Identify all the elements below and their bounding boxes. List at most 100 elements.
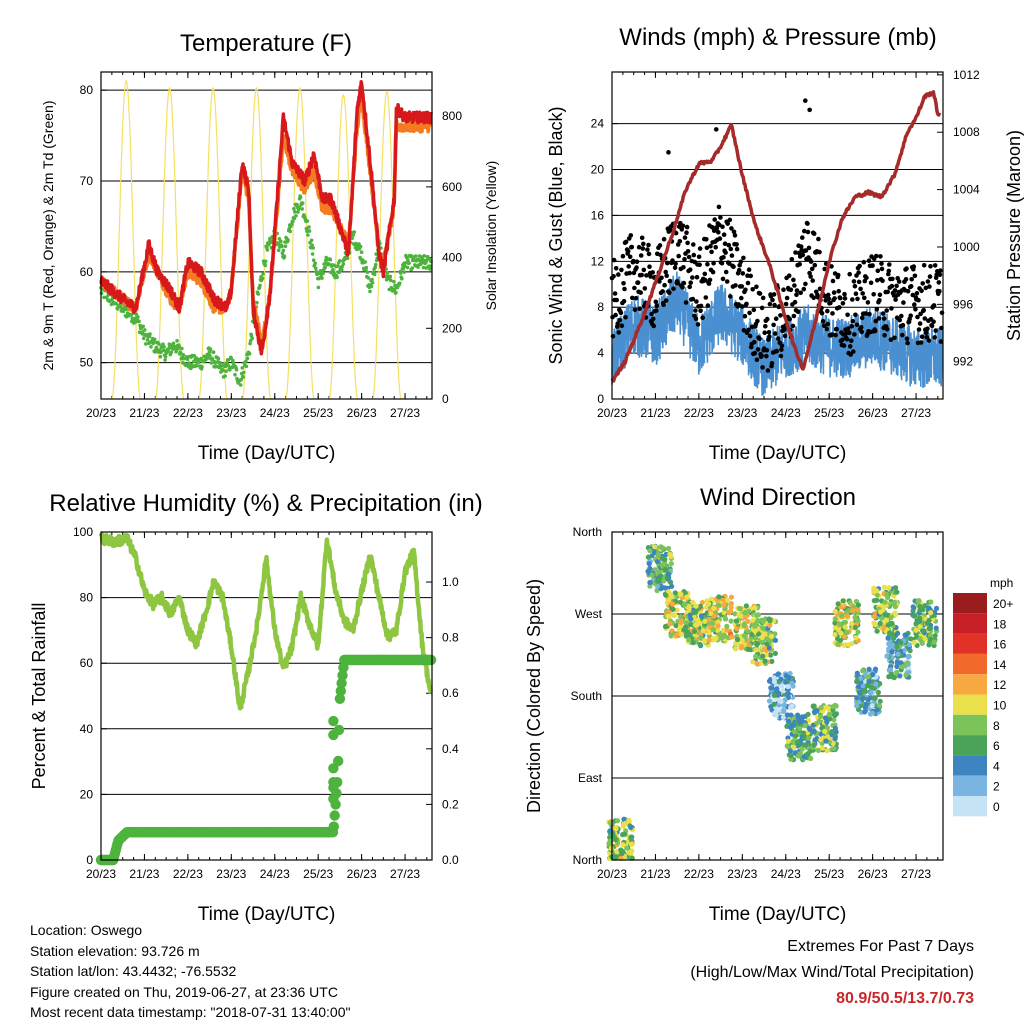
direction-point (652, 544, 658, 550)
dewpoint-point (363, 260, 368, 264)
gust-point (896, 279, 902, 284)
gust-point (726, 242, 732, 248)
direction-point (832, 616, 839, 622)
gust-point (675, 280, 680, 286)
gust-point (713, 244, 718, 250)
direction-point (753, 635, 759, 641)
direction-point (768, 633, 775, 639)
gust-point (819, 311, 825, 316)
dewpoint-point (402, 270, 407, 274)
direction-point (670, 601, 676, 607)
direction-point (779, 683, 785, 689)
x-tick-label: 24/23 (771, 867, 801, 881)
dewpoint-point (219, 364, 224, 368)
gust-point (856, 270, 861, 275)
gust-point (842, 291, 847, 297)
direction-point (764, 641, 770, 647)
dewpoint-point (163, 355, 168, 359)
y2-tick-label: 400 (442, 251, 462, 265)
precip-point (425, 654, 437, 666)
y-tick-label: 20 (591, 163, 605, 177)
gust-point (683, 300, 689, 305)
direction-point (889, 631, 895, 637)
gust-point (632, 285, 637, 291)
legend-swatch (953, 653, 987, 675)
direction-point (788, 756, 794, 762)
gust-point (859, 329, 864, 335)
direction-point (889, 620, 895, 627)
wind-trace (611, 271, 943, 396)
dewpoint-point (368, 289, 372, 294)
gust-point (734, 246, 740, 252)
direction-point (647, 583, 653, 589)
gust-point (641, 267, 647, 273)
direction-point (788, 704, 794, 711)
dewpoint-point (307, 225, 311, 229)
gust-point (770, 297, 775, 303)
speed-legend: mph 20+ 18 16 14 12 10 8 6 4 2 0 (953, 576, 1013, 817)
direction-point (721, 602, 727, 608)
direction-point (709, 596, 715, 602)
direction-point (854, 703, 860, 709)
legend-label: 0 (993, 800, 1000, 814)
gust-point (934, 272, 939, 278)
gust-point (759, 353, 764, 358)
gust-point (766, 330, 772, 335)
dewpoint-point (350, 236, 355, 241)
direction-point (676, 626, 682, 632)
gust-point (613, 266, 619, 271)
x-tick-label: 20/23 (597, 406, 627, 420)
gust-point (787, 316, 792, 322)
direction-point (933, 605, 940, 612)
gust-point (698, 308, 703, 314)
direction-point (728, 604, 734, 610)
direction-point (869, 703, 875, 709)
gust-point (854, 322, 860, 328)
x-tick-label: 24/23 (260, 406, 290, 420)
direction-point (785, 738, 791, 744)
direction-point (854, 695, 860, 701)
direction-point (912, 613, 918, 619)
direction-point (753, 653, 759, 659)
dewpoint-point (208, 353, 212, 358)
dewpoint-point (394, 291, 398, 295)
direction-point (613, 825, 619, 832)
direction-point (771, 701, 777, 707)
direction-point (666, 597, 672, 603)
gust-point (673, 261, 678, 267)
y2-tick-label: 1004 (953, 183, 980, 197)
dewpoint-point (242, 370, 246, 375)
gust-point (729, 253, 735, 258)
dewpoint-point (300, 201, 305, 205)
gust-point (939, 310, 945, 316)
direction-point (647, 579, 653, 586)
panel-4: Wind Direction Time (Day/UTC) North East Sou… (524, 484, 1013, 925)
gust-point (786, 273, 792, 279)
gust-point (739, 284, 745, 289)
direction-point (739, 637, 745, 644)
direction-point (767, 652, 773, 658)
x-axis-title: Time (Day/UTC) (198, 443, 336, 464)
gust-point (641, 241, 646, 247)
dewpoint-point (216, 356, 221, 361)
gust-point (779, 347, 784, 352)
direction-point (842, 624, 848, 630)
gust-point (857, 263, 862, 269)
direction-point (678, 591, 684, 597)
direction-point (662, 556, 668, 563)
direction-point (894, 589, 900, 595)
gust-point (685, 240, 690, 246)
gust-point (850, 318, 856, 324)
gust-point (879, 261, 884, 266)
direction-point (823, 738, 829, 744)
gust-point (772, 331, 778, 336)
legend-label: 4 (993, 759, 1000, 773)
dewpoint-point (428, 267, 432, 271)
direction-point (706, 601, 712, 607)
dewpoint-point (373, 262, 378, 267)
gust-point (651, 323, 656, 329)
gust-point (626, 264, 631, 269)
gust-point (722, 241, 728, 246)
x-tick-label: 22/23 (173, 406, 203, 420)
dewpoint-point (297, 205, 301, 209)
